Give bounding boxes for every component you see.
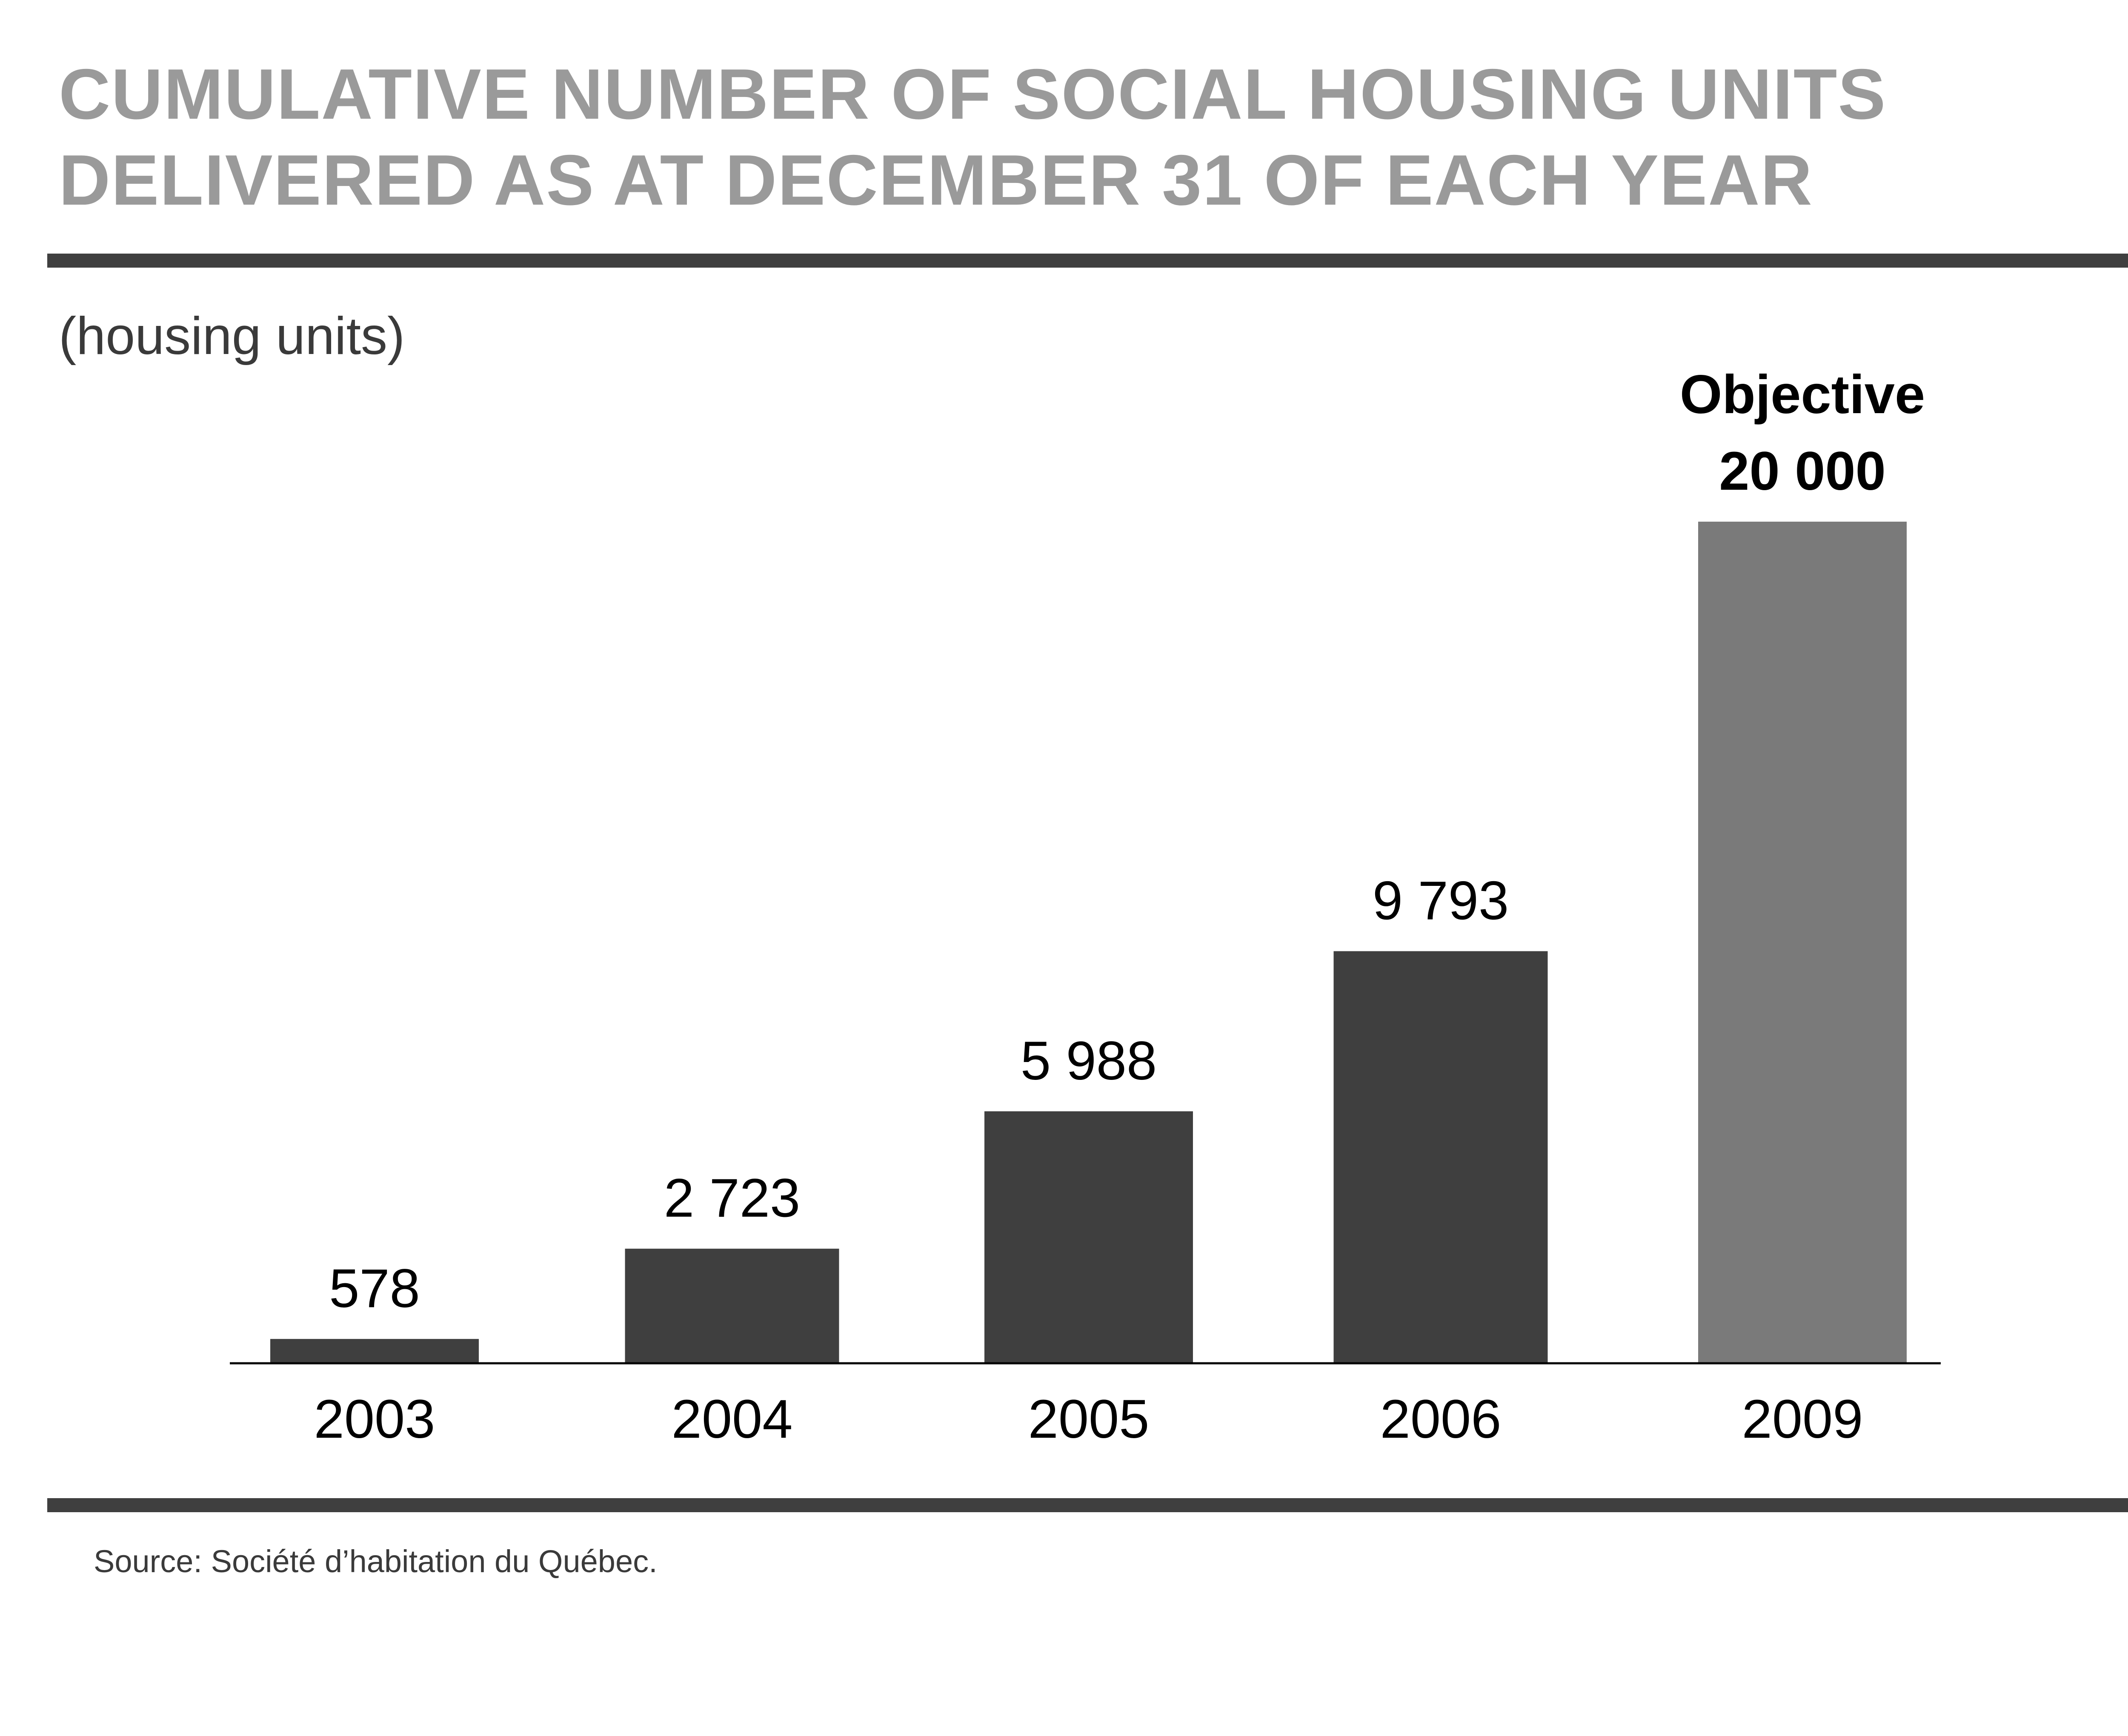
- bar-2004: [625, 1248, 839, 1363]
- source-note: Source: Société d’habitation du Québec.: [94, 1544, 658, 1579]
- value-label-2005: 5 988: [1021, 1031, 1157, 1091]
- chart-title-line-2: DELIVERED AS AT DECEMBER 31 OF EACH YEAR: [59, 140, 1813, 220]
- value-label-2009: 20 000: [1719, 441, 1886, 502]
- value-label-2003: 578: [329, 1258, 420, 1319]
- unit-label: (housing units): [59, 307, 405, 365]
- value-label-2004: 2 723: [664, 1168, 800, 1229]
- bar-2003: [270, 1339, 479, 1363]
- bar-2006: [1333, 951, 1548, 1363]
- tick-label-2003: 2003: [314, 1389, 435, 1450]
- tick-label-2005: 2005: [1028, 1389, 1150, 1450]
- chart-title-line-1: CUMULATIVE NUMBER OF SOCIAL HOUSING UNIT…: [59, 54, 1887, 134]
- tick-label-2004: 2004: [672, 1389, 793, 1450]
- tick-label-2006: 2006: [1380, 1389, 1502, 1450]
- bottom-divider: [47, 1498, 2128, 1512]
- top-divider: [47, 254, 2128, 268]
- bar-objective-2009: [1698, 522, 1907, 1363]
- bar-2005: [984, 1111, 1193, 1363]
- value-label-2006: 9 793: [1373, 870, 1509, 931]
- chart-title: CUMULATIVE NUMBER OF SOCIAL HOUSING UNIT…: [59, 51, 2128, 223]
- tick-labels-group: 2003 2004 2005 2006 2009: [314, 1389, 1863, 1450]
- objective-caption: Objective: [1680, 364, 1925, 425]
- tick-label-2009: 2009: [1742, 1389, 1863, 1450]
- value-labels-group: 578 2 723 5 988 9 793 20 000 Objective: [329, 364, 1925, 1319]
- bars-group: [270, 522, 1907, 1363]
